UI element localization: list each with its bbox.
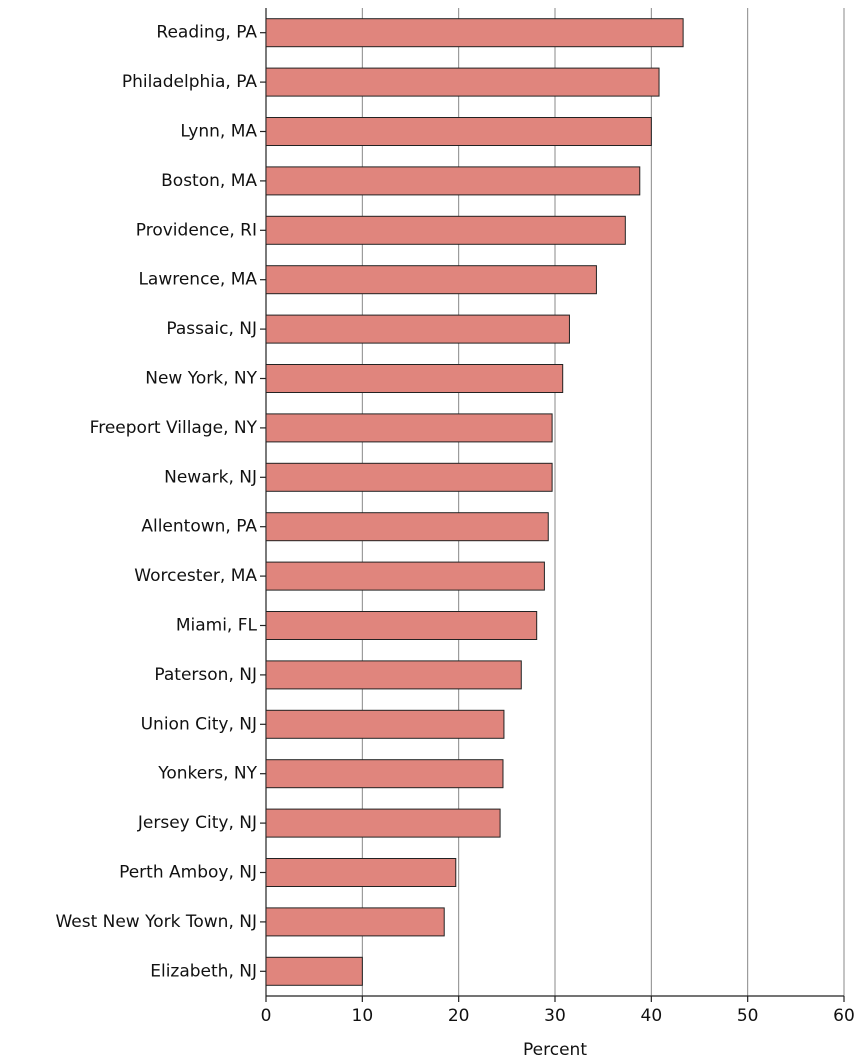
y-tick-label: Lawrence, MA xyxy=(138,270,257,290)
bar xyxy=(265,709,505,739)
x-tick-label: 0 xyxy=(261,1006,272,1026)
bar xyxy=(265,215,626,245)
bar xyxy=(265,462,553,492)
y-tick-label: Reading, PA xyxy=(156,23,257,43)
y-tick-label: Freeport Village, NY xyxy=(90,418,258,438)
bar xyxy=(265,956,363,986)
bar xyxy=(265,413,553,443)
y-tick-label: Union City, NJ xyxy=(141,714,257,734)
y-tick-label: Providence, RI xyxy=(136,220,257,240)
y-tick-label: Lynn, MA xyxy=(180,122,257,142)
y-tick-label: New York, NY xyxy=(145,369,257,389)
x-tick-label: 60 xyxy=(833,1006,855,1026)
bar xyxy=(265,759,504,789)
x-tick-label: 30 xyxy=(544,1006,566,1026)
bar xyxy=(265,166,641,196)
x-tick-label: 40 xyxy=(641,1006,663,1026)
y-tick-label: Jersey City, NJ xyxy=(137,813,257,833)
x-axis-label: Percent xyxy=(523,1040,587,1060)
bar xyxy=(265,858,457,887)
x-tick-label: 10 xyxy=(352,1006,374,1026)
y-tick-label: Paterson, NJ xyxy=(154,665,257,685)
y-tick-label: Worcester, MA xyxy=(134,566,257,586)
bar xyxy=(265,808,501,838)
y-tick-label: Perth Amboy, NJ xyxy=(119,863,257,883)
x-tick-label: 20 xyxy=(448,1006,470,1026)
y-tick-label: Passaic, NJ xyxy=(166,319,257,339)
bar xyxy=(265,660,522,690)
bar xyxy=(265,67,660,97)
x-tick-label: 50 xyxy=(737,1006,759,1026)
bar xyxy=(265,364,564,393)
y-tick-label: Miami, FL xyxy=(176,616,258,636)
bar xyxy=(265,611,538,640)
y-tick-label: West New York Town, NJ xyxy=(55,912,257,932)
y-tick-label: Boston, MA xyxy=(161,171,257,191)
bar xyxy=(265,265,597,295)
bar xyxy=(265,907,445,937)
y-tick-label: Philadelphia, PA xyxy=(122,72,258,92)
y-tick-label: Elizabeth, NJ xyxy=(150,961,257,981)
y-tick-label: Allentown, PA xyxy=(141,517,257,537)
bar xyxy=(265,314,570,344)
y-tick-label: Newark, NJ xyxy=(164,467,257,487)
bar xyxy=(265,512,549,542)
bar xyxy=(265,18,684,48)
bar xyxy=(265,117,652,146)
y-tick-label: Yonkers, NY xyxy=(157,764,257,784)
bar xyxy=(265,561,545,591)
